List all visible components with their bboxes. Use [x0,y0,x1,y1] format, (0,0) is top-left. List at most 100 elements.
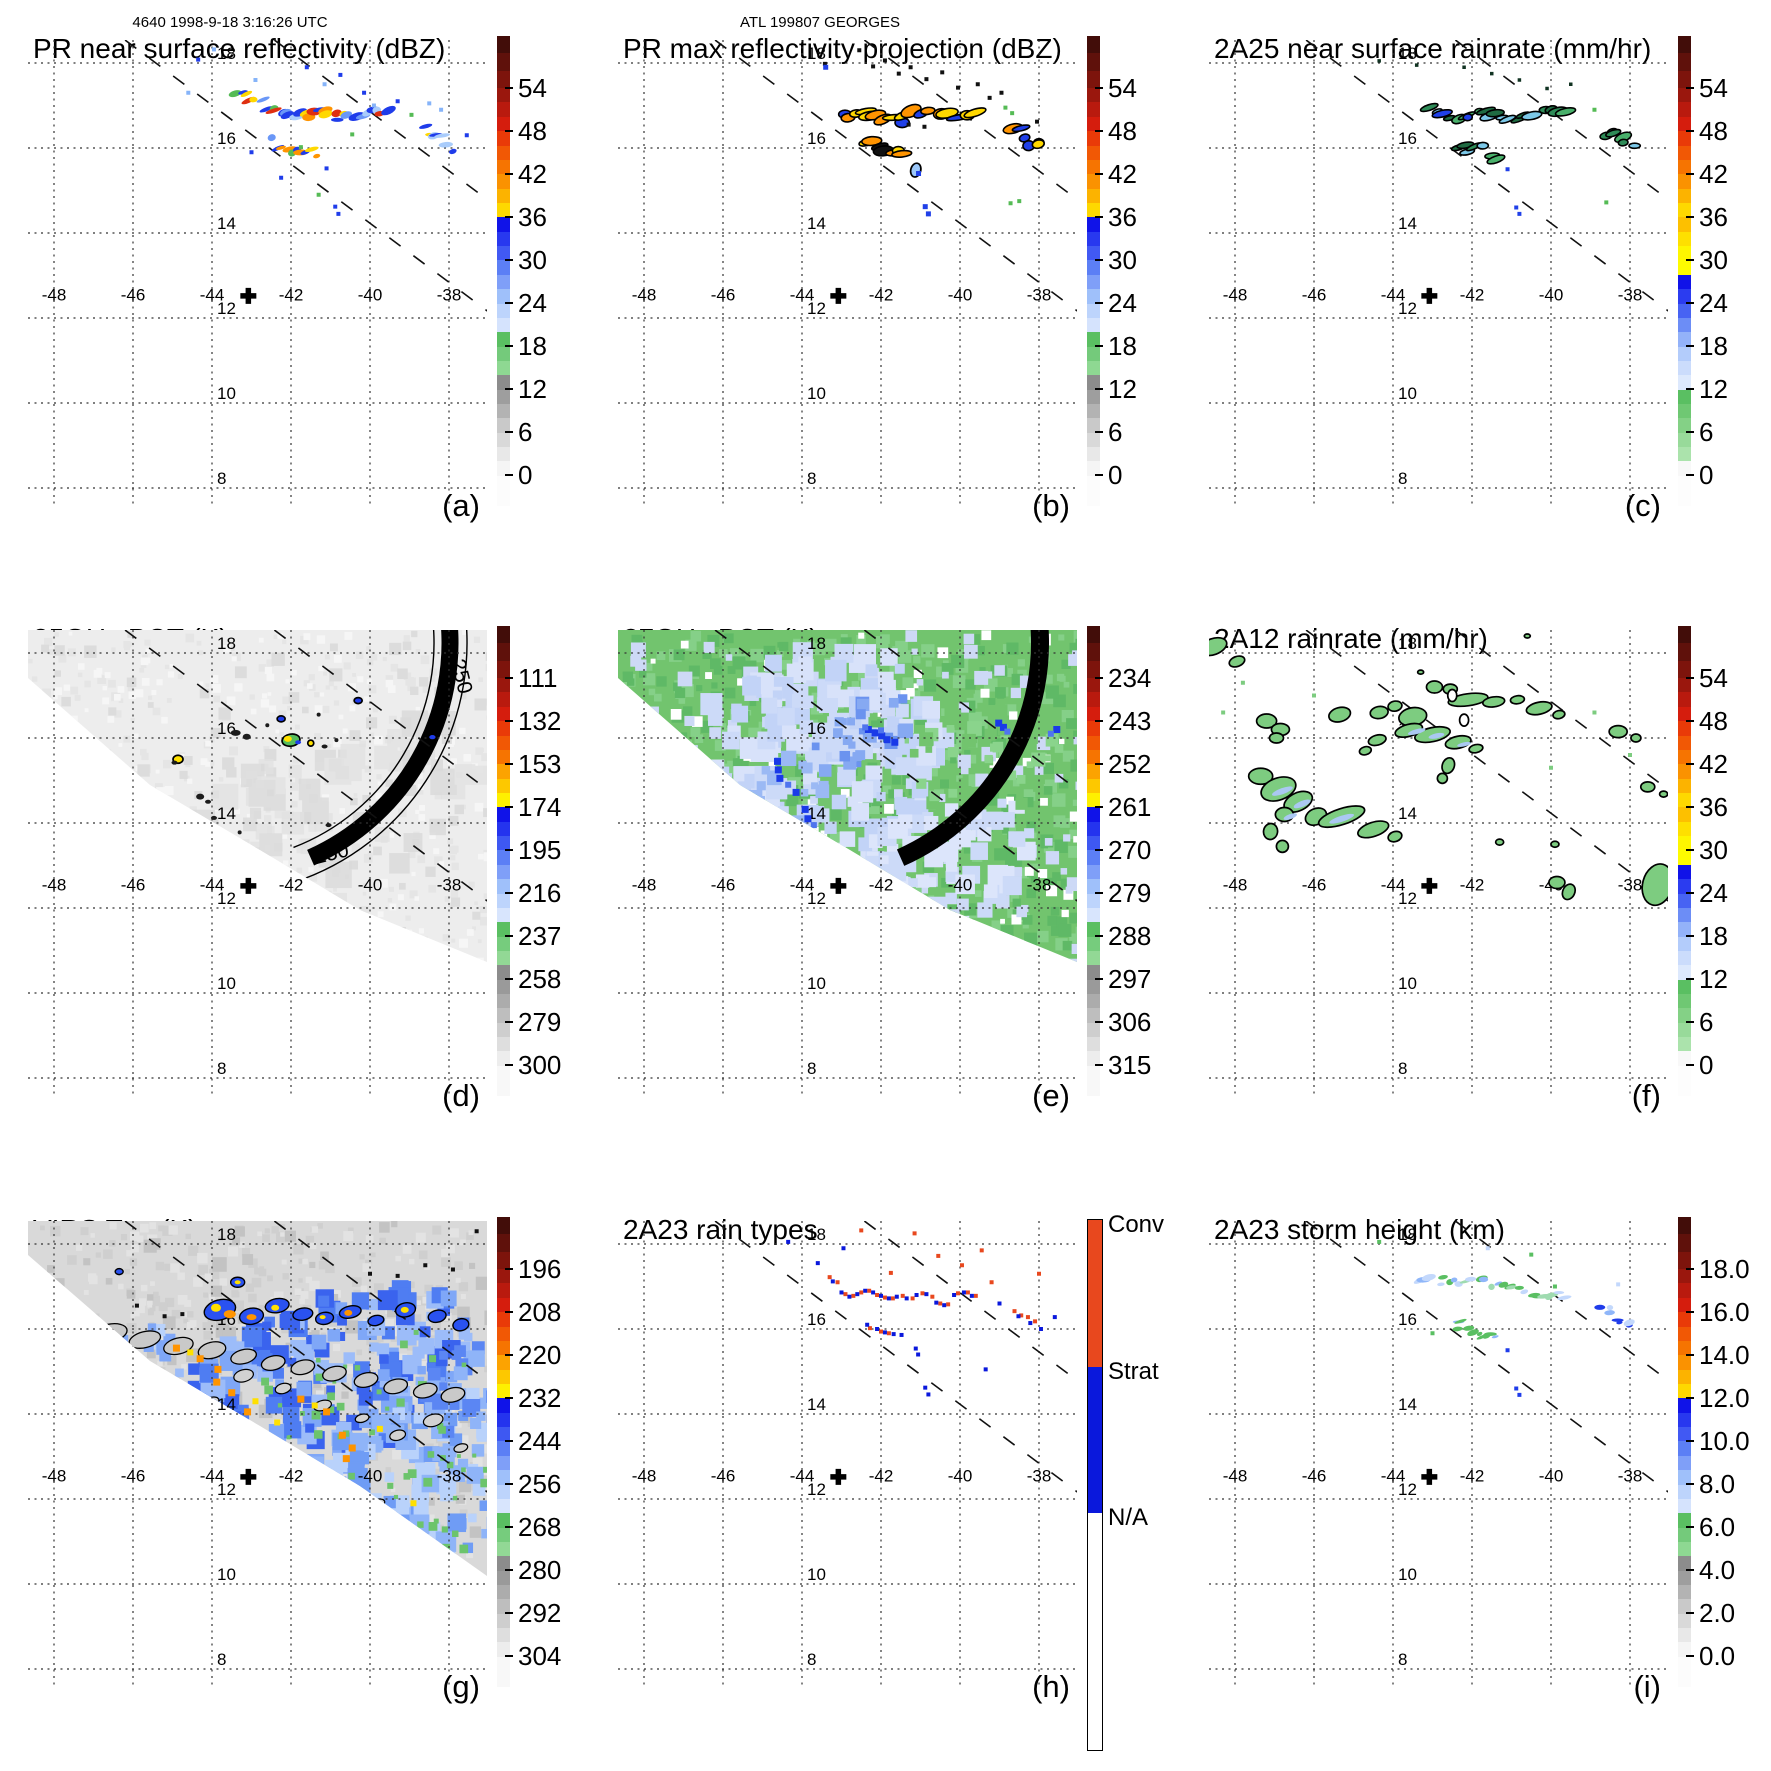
grid-layer [28,1221,487,1689]
panel-b: ATL 199807 GEORGES PR max reflectivity pr… [590,0,1180,590]
svg-text:-48: -48 [42,286,67,305]
colorbar-tick-label: 243 [1108,706,1152,736]
svg-text:8: 8 [1398,469,1407,488]
svg-text:10: 10 [1398,974,1417,993]
colorbar-tick-label: 0.0 [1699,1641,1736,1671]
colorbar-tick-label: 48 [518,116,547,146]
panel-h-colorbar [1087,1219,1103,1751]
colorbar-tick-label: 261 [1108,792,1152,822]
grid-layer [618,1221,1077,1689]
colorbar-tick-label: 279 [1108,878,1152,908]
colorbar-tick-label: 14.0 [1699,1340,1750,1370]
panel-e-letter: (e) [1032,1078,1070,1113]
colorbar-tick-label: 237 [518,921,562,951]
panel-f: 2A12 rainrate (mm/hr)-48-46-44-42-40-381… [1181,590,1771,1180]
svg-text:-48: -48 [632,286,657,305]
panel-b-title: PR max reflectivity projection (dBZ) [623,33,1062,64]
svg-text:-40: -40 [948,286,973,305]
colorbar-tick-label: 292 [518,1598,562,1628]
swath-edge-line [1454,630,1668,791]
data-layer [186,47,469,216]
panel-a-header: 4640 1998-9-18 3:16:26 UTC [132,14,328,31]
svg-text:12: 12 [1398,299,1417,318]
svg-text:-42: -42 [869,876,894,895]
colorbar-tick-label: 297 [1108,964,1152,994]
svg-text:-38: -38 [1027,1467,1052,1486]
panel-c-title: 2A25 near surface rainrate (mm/hr) [1214,33,1652,64]
svg-text:-48: -48 [1223,286,1248,305]
svg-text:-46: -46 [711,286,736,305]
svg-text:-38: -38 [1618,876,1643,895]
svg-text:12: 12 [1398,889,1417,908]
svg-text:8: 8 [217,1059,226,1078]
panel-a-title: PR near surface reflectivity (dBZ) [33,33,446,64]
colorbar-tick-label: 48 [1699,706,1728,736]
colorbar-tick-label: 6 [1108,417,1123,447]
svg-text:14: 14 [217,804,236,823]
svg-text:-48: -48 [42,876,67,895]
svg-text:-46: -46 [711,1467,736,1486]
svg-text:-46: -46 [121,1467,146,1486]
colorbar-tick-label: 153 [518,749,562,779]
svg-text:14: 14 [807,804,826,823]
svg-text:10: 10 [217,974,236,993]
colorbar-tick-label: 258 [518,964,562,994]
panel-c-letter: (c) [1624,488,1661,523]
svg-text:10: 10 [217,384,236,403]
colorbar-tick-label: 304 [518,1641,562,1671]
svg-text:14: 14 [217,214,236,233]
colorbar-tick-label: 48 [1108,116,1137,146]
svg-text:18: 18 [217,1225,236,1244]
panel-e: 37GHz PCT (K)-48-46-44-42-40-38181614121… [590,590,1180,1180]
svg-text:8: 8 [217,469,226,488]
panel-a-letter: (a) [442,488,480,523]
colorbar-tick-label: 256 [518,1469,562,1499]
panel-h-map: -48 -46 -44 -42 -40 -38 18 16 14 12 10 8 [618,1221,1077,1689]
storm-center-marker [240,1468,257,1485]
svg-text:18: 18 [217,44,236,63]
panel-b-colorbar [1087,36,1100,506]
svg-text:-48: -48 [632,876,657,895]
svg-text:18: 18 [807,44,826,63]
svg-text:10: 10 [217,1565,236,1584]
swath-edge-line [1305,40,1668,312]
svg-text:12: 12 [217,1480,236,1499]
svg-text:14: 14 [1398,214,1417,233]
grid-layer [28,630,487,1098]
svg-text:-38: -38 [1618,286,1643,305]
svg-text:8: 8 [807,469,816,488]
field-layer [618,630,1077,962]
swath-edge-line [1305,1221,1668,1493]
panel-g-colorbar [497,1217,510,1687]
panel-a-map: -48 -46 -44 -42 -40 -38 18 16 14 12 10 8 [28,40,487,508]
svg-text:-42: -42 [279,1467,304,1486]
colorbar-tick-label: 24 [1699,878,1728,908]
panel-i-letter: (i) [1633,1669,1661,1704]
colorbar-tick-label: 54 [1108,73,1137,103]
colorbar-tick-label: 18 [1699,331,1728,361]
grid-layer [1209,40,1668,508]
svg-text:12: 12 [807,1480,826,1499]
svg-text:12: 12 [807,889,826,908]
panel-c: 2A25 near surface rainrate (mm/hr) -48 -46… [1181,0,1771,590]
svg-text:-44: -44 [790,876,815,895]
grid-layer [618,40,1077,508]
colorbar-tick-label: 288 [1108,921,1152,951]
svg-text:10: 10 [807,1565,826,1584]
svg-text:18: 18 [1398,44,1417,63]
colorbar-tick-label: 12.0 [1699,1383,1750,1413]
colorbar-label-conv: Conv [1108,1211,1165,1238]
colorbar-tick-label: 216 [518,878,562,908]
colorbar-tick-label: 54 [518,73,547,103]
colorbar-tick-label: 174 [518,792,562,822]
svg-text:16: 16 [1398,129,1417,148]
swath-edge-line [1305,630,1668,902]
svg-text:10: 10 [1398,384,1417,403]
swath-edge-line [1454,40,1668,201]
colorbar-tick-label: 270 [1108,835,1152,865]
colorbar-tick-label: 0 [1699,460,1714,490]
